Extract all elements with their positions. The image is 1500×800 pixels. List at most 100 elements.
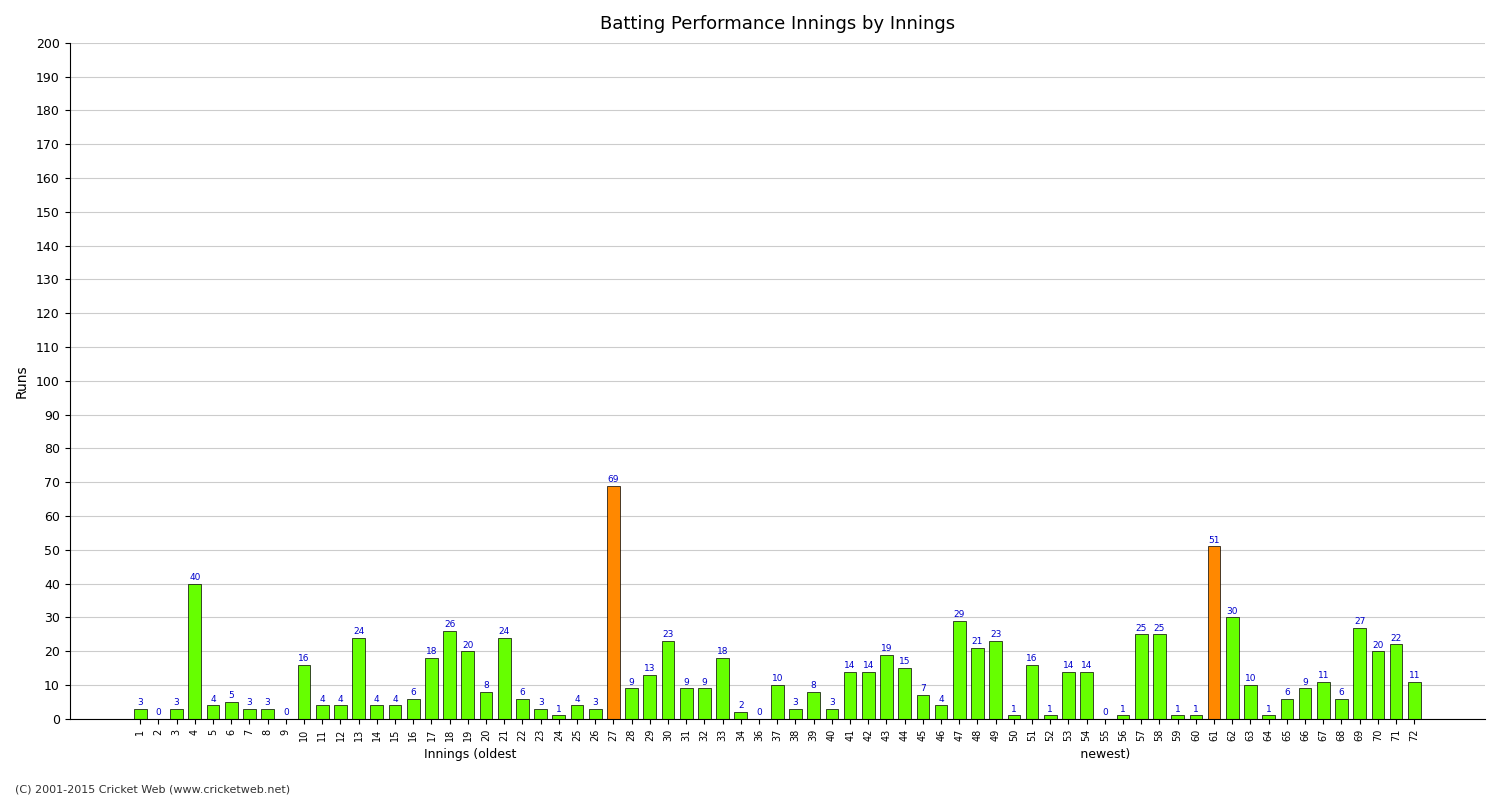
Text: 14: 14 xyxy=(1064,661,1074,670)
Text: 18: 18 xyxy=(426,647,436,656)
Text: 7: 7 xyxy=(920,685,926,694)
Bar xyxy=(898,668,910,719)
Bar xyxy=(1062,671,1076,719)
Bar xyxy=(334,706,346,719)
Bar xyxy=(1008,715,1020,719)
Text: 6: 6 xyxy=(1284,688,1290,697)
Text: 40: 40 xyxy=(189,573,201,582)
Bar xyxy=(1208,546,1221,719)
Text: 4: 4 xyxy=(574,694,580,704)
Bar xyxy=(644,675,656,719)
Text: 6: 6 xyxy=(1338,688,1344,697)
Text: 11: 11 xyxy=(1408,671,1420,680)
Text: 2: 2 xyxy=(738,702,744,710)
Text: 1: 1 xyxy=(1011,705,1017,714)
Bar xyxy=(1226,618,1239,719)
Bar xyxy=(207,706,219,719)
Text: 4: 4 xyxy=(392,694,398,704)
Text: 16: 16 xyxy=(1026,654,1038,663)
Text: 23: 23 xyxy=(663,630,674,639)
Text: 26: 26 xyxy=(444,620,456,630)
Text: 3: 3 xyxy=(538,698,543,707)
Text: 14: 14 xyxy=(844,661,856,670)
Text: 14: 14 xyxy=(862,661,874,670)
Bar xyxy=(1172,715,1184,719)
Bar xyxy=(1136,634,1148,719)
Bar xyxy=(825,709,839,719)
Text: 1: 1 xyxy=(556,705,561,714)
Bar xyxy=(1080,671,1094,719)
Text: 9: 9 xyxy=(1302,678,1308,686)
Text: 25: 25 xyxy=(1136,624,1148,633)
Text: 4: 4 xyxy=(338,694,344,704)
Bar xyxy=(1317,682,1329,719)
Text: 1: 1 xyxy=(1174,705,1180,714)
Text: 1: 1 xyxy=(1266,705,1272,714)
Text: 24: 24 xyxy=(352,627,364,636)
Text: 23: 23 xyxy=(990,630,1002,639)
Bar xyxy=(534,709,548,719)
Text: 9: 9 xyxy=(628,678,634,686)
Text: 21: 21 xyxy=(972,637,982,646)
Text: 3: 3 xyxy=(830,698,834,707)
Text: 27: 27 xyxy=(1354,617,1365,626)
Bar xyxy=(590,709,602,719)
Text: 18: 18 xyxy=(717,647,729,656)
Bar xyxy=(1353,627,1366,719)
Text: 1: 1 xyxy=(1047,705,1053,714)
Bar xyxy=(970,648,984,719)
Bar xyxy=(1190,715,1203,719)
Bar xyxy=(171,709,183,719)
Text: 0: 0 xyxy=(156,708,162,717)
Bar xyxy=(789,709,802,719)
Text: 1: 1 xyxy=(1192,705,1198,714)
Text: 22: 22 xyxy=(1390,634,1401,642)
Bar xyxy=(880,654,892,719)
Bar xyxy=(843,671,856,719)
Text: 69: 69 xyxy=(608,475,619,484)
Bar xyxy=(189,584,201,719)
Text: 51: 51 xyxy=(1209,536,1219,545)
Bar xyxy=(462,651,474,719)
Bar xyxy=(424,658,438,719)
Text: 25: 25 xyxy=(1154,624,1166,633)
Bar xyxy=(1263,715,1275,719)
Bar xyxy=(570,706,584,719)
Bar xyxy=(1244,685,1257,719)
Text: 1: 1 xyxy=(1120,705,1126,714)
Text: 10: 10 xyxy=(1245,674,1256,683)
Bar xyxy=(698,689,711,719)
Bar xyxy=(388,706,402,719)
Text: 3: 3 xyxy=(266,698,270,707)
Bar xyxy=(771,685,783,719)
Bar xyxy=(934,706,948,719)
Bar xyxy=(1116,715,1130,719)
Text: 0: 0 xyxy=(1102,708,1108,717)
Text: (C) 2001-2015 Cricket Web (www.cricketweb.net): (C) 2001-2015 Cricket Web (www.cricketwe… xyxy=(15,784,290,794)
Bar xyxy=(952,621,966,719)
Title: Batting Performance Innings by Innings: Batting Performance Innings by Innings xyxy=(600,15,956,33)
Bar xyxy=(1299,689,1311,719)
Bar xyxy=(807,692,820,719)
Bar xyxy=(243,709,256,719)
Bar xyxy=(1335,698,1348,719)
Bar xyxy=(1371,651,1384,719)
Bar xyxy=(498,638,510,719)
Bar xyxy=(297,665,310,719)
Bar xyxy=(680,689,693,719)
Text: 4: 4 xyxy=(210,694,216,704)
Text: 9: 9 xyxy=(702,678,708,686)
Bar xyxy=(735,712,747,719)
Text: 20: 20 xyxy=(1372,641,1383,650)
Bar xyxy=(990,641,1002,719)
Bar xyxy=(717,658,729,719)
Text: 16: 16 xyxy=(298,654,310,663)
Text: 20: 20 xyxy=(462,641,474,650)
Text: 10: 10 xyxy=(771,674,783,683)
Bar xyxy=(916,695,928,719)
Bar xyxy=(316,706,328,719)
Text: 11: 11 xyxy=(1317,671,1329,680)
Bar xyxy=(1281,698,1293,719)
Text: 14: 14 xyxy=(1082,661,1092,670)
Text: 3: 3 xyxy=(138,698,142,707)
